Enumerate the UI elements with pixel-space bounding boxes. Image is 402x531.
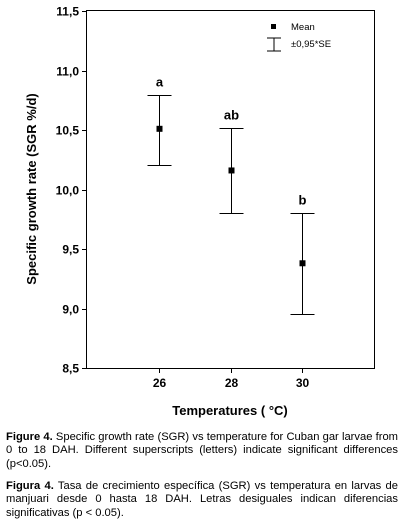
mean-point [228, 167, 235, 174]
y-axis: 8,5 9,0 9,5 10,0 10,5 11,0 11,5 [56, 5, 87, 376]
x-tick-label: 30 [296, 376, 310, 390]
legend: Mean ±0,95*SE [267, 22, 331, 52]
chart: 8,5 9,0 9,5 10,0 10,5 11,0 11,5 26 28 30 a ab b Sp… [24, 5, 375, 418]
significance-letter: b [299, 193, 307, 208]
caption-english-label: Figure 4. [6, 431, 53, 443]
caption-spanish-label: Figura 4. [6, 480, 54, 492]
y-tick-label: 10,5 [56, 124, 80, 138]
y-tick-label: 8,5 [62, 362, 79, 376]
caption-spanish-text: Tasa de crecimiento específica (SGR) vs … [6, 480, 399, 519]
mean-point [156, 125, 163, 132]
significance-letter: a [156, 75, 164, 90]
caption-spanish: Figura 4. Tasa de crecimiento específica… [6, 480, 398, 520]
legend-mean-marker [271, 24, 276, 29]
y-tick-label: 9,5 [62, 243, 79, 257]
mean-point [299, 260, 306, 267]
y-tick-label: 10,0 [56, 184, 80, 198]
x-tick-label: 28 [225, 376, 239, 390]
x-axis: 26 28 30 [153, 368, 310, 390]
legend-mean-label: Mean [291, 22, 315, 33]
x-tick-label: 26 [153, 376, 167, 390]
x-axis-title: Temperatures ( °C) [172, 403, 287, 418]
caption-english: Figure 4. Specific growth rate (SGR) vs … [6, 431, 398, 471]
significance-letter: ab [224, 108, 239, 123]
caption-english-text: Specific growth rate (SGR) vs temperatur… [6, 431, 398, 470]
plot-area-frame [86, 10, 375, 369]
y-tick-label: 9,0 [62, 303, 79, 317]
y-tick-label: 11,0 [56, 65, 79, 79]
y-tick-label: 11,5 [56, 5, 79, 19]
legend-errorbar-label: ±0,95*SE [291, 39, 331, 50]
data-marks: a ab b [147, 75, 315, 315]
y-axis-title: Specific growth rate (SGR %/d) [24, 93, 39, 284]
